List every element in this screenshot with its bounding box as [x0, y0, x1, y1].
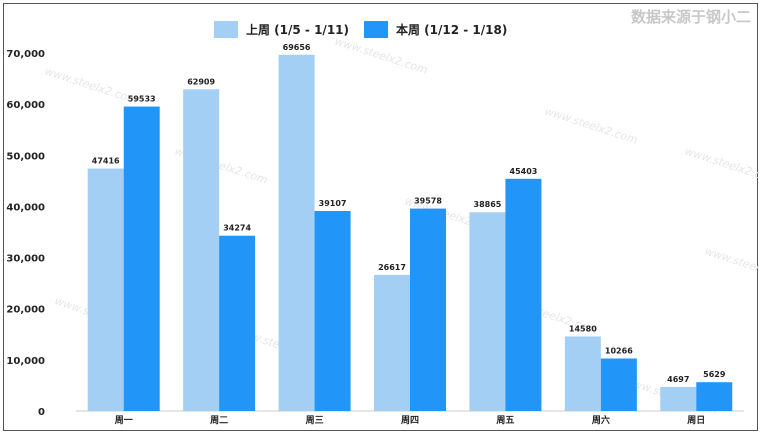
x-tick-label: 周四	[401, 415, 419, 426]
data-label: 10266	[605, 346, 633, 355]
legend-label-this-week: 本周 (1/12 - 1/18)	[396, 22, 507, 37]
bar	[505, 178, 542, 411]
data-label: 45403	[510, 167, 538, 176]
data-label: 38865	[474, 200, 502, 209]
y-axis: 0 10,000 20,000 30,000 40,000 50,000 60,000 70,…	[6, 49, 45, 418]
x-tick-label: 周二	[210, 415, 228, 426]
x-axis: 周一 周二 周三 周四 周五 周六 周日	[115, 414, 706, 426]
x-tick-label: 周三	[306, 415, 324, 426]
data-label: 5629	[703, 370, 726, 379]
bar	[564, 336, 601, 411]
data-label: 39578	[414, 197, 442, 206]
bar	[696, 382, 733, 411]
data-label: 69656	[283, 43, 311, 52]
bar	[469, 212, 506, 411]
bar	[374, 274, 410, 411]
data-labels: 47416 59533 62909 34274 69656 39107 26617 39578…	[92, 43, 726, 384]
y-tick-label: 10,000	[6, 356, 45, 367]
bar	[123, 106, 160, 412]
watermark-text: www.steelx2.com	[683, 144, 759, 186]
bar	[314, 210, 351, 411]
x-tick-label: 周一	[115, 415, 133, 426]
legend-swatch-this-week	[364, 21, 388, 38]
bar	[183, 89, 220, 411]
x-tick-label: 周日	[687, 415, 705, 426]
y-tick-label: 50,000	[6, 151, 45, 162]
data-label: 39107	[319, 199, 347, 208]
watermark-text: www.steelx2.com	[703, 244, 759, 286]
bar	[410, 208, 446, 411]
data-label: 4697	[667, 375, 689, 384]
x-tick-label: 周六	[592, 414, 610, 426]
y-tick-label: 60,000	[6, 100, 45, 111]
data-label: 62909	[187, 77, 215, 86]
bar-chart: www.steelx2.com www.steelx2.com www.steelx…	[6, 8, 759, 426]
watermark-text: www.steelx2.com	[543, 104, 639, 146]
bar	[278, 54, 315, 412]
y-tick-label: 30,000	[6, 254, 45, 265]
watermark-text: www.steelx2.com	[43, 64, 139, 106]
y-tick-label: 70,000	[6, 49, 45, 60]
legend: 上周 (1/5 - 1/11) 本周 (1/12 - 1/18)	[214, 21, 507, 38]
y-tick-label: 20,000	[6, 305, 45, 316]
watermark-text: www.steelx2.com	[333, 34, 429, 76]
bar	[660, 386, 697, 411]
x-tick-label: 周五	[496, 415, 514, 426]
legend-label-last-week: 上周 (1/5 - 1/11)	[246, 22, 349, 37]
bar	[87, 168, 124, 411]
chart-frame: www.steelx2.com www.steelx2.com www.steelx…	[3, 3, 759, 431]
data-label: 34274	[223, 224, 251, 233]
y-tick-label: 40,000	[6, 202, 45, 213]
bars	[87, 54, 733, 412]
legend-swatch-last-week	[214, 21, 238, 38]
data-label: 14580	[569, 324, 597, 333]
bar	[600, 358, 637, 411]
source-note: 数据来源于钢小二	[631, 8, 751, 26]
bar	[219, 235, 256, 411]
data-label: 26617	[378, 263, 406, 272]
data-label: 47416	[92, 157, 120, 166]
y-tick-label: 0	[38, 407, 45, 418]
data-label: 59533	[128, 95, 156, 104]
